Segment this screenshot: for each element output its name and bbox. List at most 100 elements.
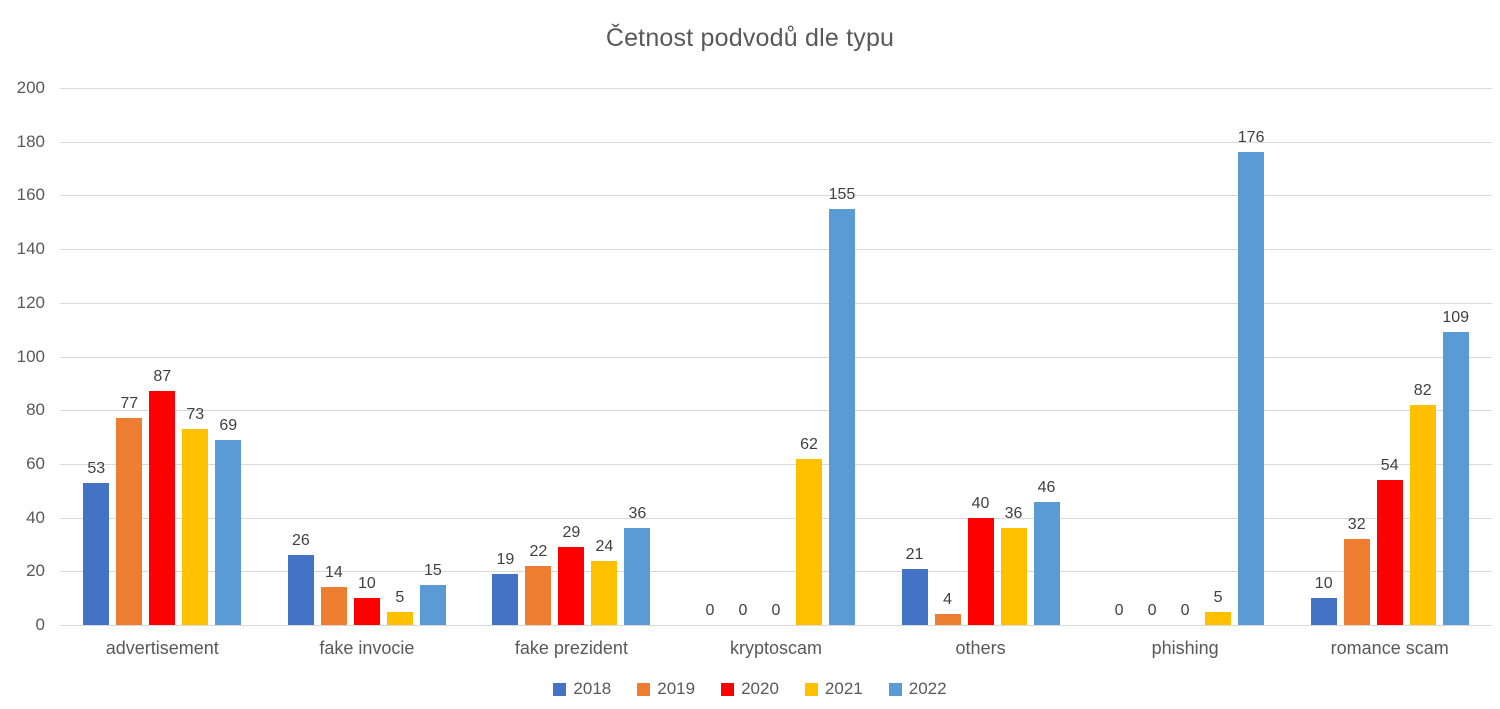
bar-2021-kryptoscam (795, 458, 822, 625)
legend-swatch-icon (553, 682, 567, 696)
legend-item-2021: 2021 (804, 679, 863, 699)
y-tick-label: 120 (16, 292, 45, 312)
bar-2018-fake-prezident (492, 574, 519, 625)
data-label: 82 (1413, 381, 1432, 399)
chart-title: Četnost podvodů dle typu (605, 24, 895, 52)
gridline-180 (60, 141, 1492, 143)
category-label: phishing (1151, 638, 1219, 658)
data-label: 0 (771, 602, 781, 619)
bar-2021-advertisement (182, 429, 209, 625)
gridline-0 (60, 625, 1492, 626)
bar-2019-others (934, 614, 961, 625)
y-tick-label: 200 (16, 78, 45, 97)
data-label: 0 (1147, 602, 1157, 619)
data-label: 4 (943, 591, 953, 609)
y-tick-label: 20 (26, 561, 45, 581)
legend-item-2020: 2020 (721, 679, 779, 699)
plot-area: 53 77 87 73 69 26 14 10 5 15 19 22 29 24 36 0 0 0 62 155 21 4… (60, 88, 1492, 626)
bar-group-fake-prezident: 19 22 29 24 36 (469, 88, 674, 625)
bar-2019-fake-invocie (320, 587, 347, 625)
data-label: 40 (971, 494, 990, 512)
data-label: 10 (1314, 575, 1333, 593)
legend-item-2022: 2022 (888, 679, 947, 699)
gridline-20 (60, 571, 1492, 573)
category-label: fake prezident (514, 638, 628, 658)
bar-group-others: 21 4 40 36 46 (878, 88, 1083, 625)
y-tick-label: 40 (26, 507, 45, 527)
gridline-40 (60, 517, 1492, 519)
bar-2022-phishing (1238, 152, 1265, 625)
bar-2022-advertisement (215, 439, 242, 625)
data-label: 22 (529, 542, 548, 560)
gridline-60 (60, 463, 1492, 465)
data-label: 69 (219, 416, 238, 434)
data-label: 15 (423, 561, 442, 579)
legend-item-2019: 2019 (637, 679, 695, 699)
data-label: 77 (120, 395, 139, 413)
bar-2022-kryptoscam (828, 208, 855, 625)
legend: 2018 2019 2020 2021 2022 (0, 679, 1500, 699)
category-label: fake invocie (319, 638, 415, 658)
bar-2021-others (1000, 528, 1027, 625)
legend-swatch-icon (637, 682, 651, 696)
data-label: 21 (905, 545, 924, 563)
data-label: 87 (153, 368, 172, 386)
category-label: kryptoscam (729, 638, 822, 658)
bar-2021-phishing (1205, 611, 1232, 625)
bar-2020-fake-prezident (558, 547, 585, 625)
data-label: 0 (1114, 602, 1124, 619)
gridline-80 (60, 410, 1492, 412)
bar-2021-fake-invocie (386, 611, 413, 625)
y-tick-label: 60 (26, 453, 45, 473)
legend-label: 2019 (657, 679, 696, 698)
gridline-140 (60, 249, 1492, 251)
bar-2022-others (1033, 501, 1060, 625)
bar-2022-fake-invocie (419, 584, 446, 625)
data-label: 109 (1442, 309, 1470, 327)
bar-2022-romance-scam (1442, 332, 1469, 625)
data-label: 176 (1237, 129, 1265, 147)
bar-2020-others (967, 517, 994, 625)
data-label: 5 (395, 588, 405, 606)
data-label: 54 (1380, 457, 1399, 475)
gridline-120 (60, 302, 1492, 304)
gridline-100 (60, 356, 1492, 358)
data-label: 29 (562, 524, 581, 542)
bar-2022-fake-prezident (624, 528, 651, 625)
data-label: 14 (324, 564, 343, 582)
legend-label: 2022 (908, 679, 947, 698)
legend-swatch-icon (804, 682, 818, 696)
data-label: 53 (87, 459, 106, 477)
data-label: 0 (705, 602, 715, 619)
bar-2019-romance-scam (1343, 539, 1370, 625)
legend-label: 2021 (824, 679, 863, 698)
bar-group-advertisement: 53 77 87 73 69 (60, 88, 265, 625)
y-tick-label: 0 (35, 615, 45, 634)
bar-group-phishing: 0 0 0 5 176 (1083, 88, 1288, 625)
bar-group-kryptoscam: 0 0 0 62 155 (674, 88, 879, 625)
bar-2020-advertisement (149, 391, 176, 625)
legend-label: 2020 (741, 679, 779, 698)
category-label: others (955, 638, 1006, 658)
data-label: 46 (1037, 478, 1056, 496)
y-tick-label: 80 (26, 400, 45, 420)
data-label: 32 (1347, 516, 1366, 534)
data-label: 24 (595, 537, 614, 555)
bar-group-romance-scam: 10 32 54 82 109 (1287, 88, 1492, 625)
data-label: 0 (1180, 602, 1190, 619)
bar-2020-romance-scam (1376, 480, 1403, 625)
bar-2018-advertisement (83, 482, 110, 625)
data-label: 26 (291, 532, 310, 550)
data-label: 0 (738, 602, 748, 619)
legend-swatch-icon (721, 682, 735, 696)
y-tick-label: 180 (16, 131, 45, 151)
bar-2021-romance-scam (1409, 404, 1436, 625)
gridline-200 (60, 88, 1492, 89)
data-label: 155 (828, 185, 856, 203)
bar-group-fake-invocie: 26 14 10 5 15 (265, 88, 470, 625)
bar-2019-advertisement (116, 418, 143, 625)
category-label: advertisement (105, 638, 219, 658)
y-tick-label: 160 (16, 185, 45, 205)
bar-2018-fake-invocie (287, 555, 314, 625)
